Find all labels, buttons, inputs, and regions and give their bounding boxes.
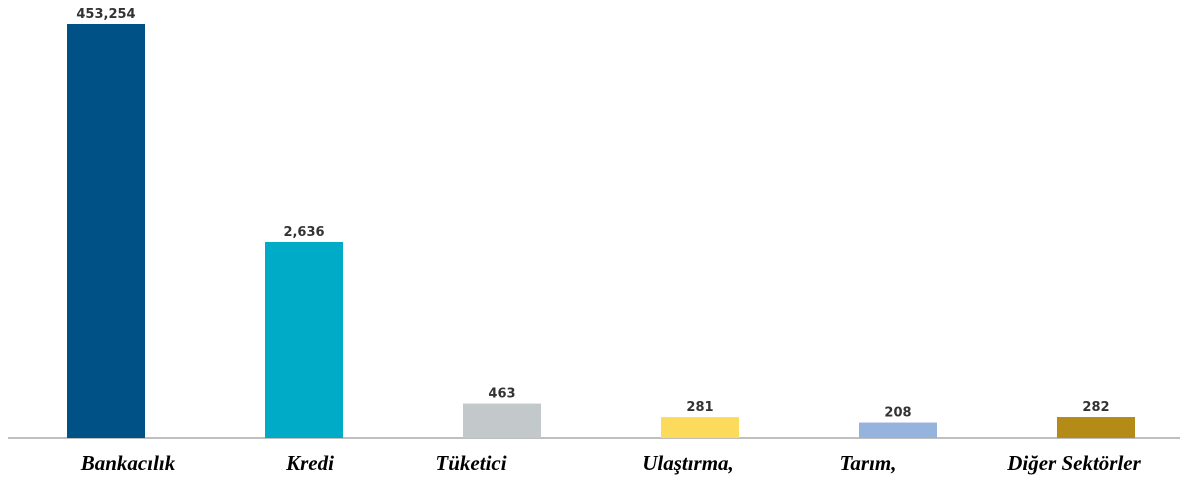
category-label-2: Kredi [285,451,334,475]
category-labels-group: Bankacılık Kredi Tüketici Ulaştırma, Tarım, D… [80,451,1142,475]
value-label-3: 463 [488,387,515,402]
value-label-6: 282 [1082,400,1109,415]
value-labels-group: 453,254 2,636 463 281 208 282 [76,7,1109,421]
category-label-3: Tüketici [435,451,506,475]
bars-group [67,24,1135,438]
bar-5 [859,422,937,438]
value-label-1: 453,254 [76,7,135,22]
category-label-1: Bankacılık [80,451,176,475]
bar-3 [463,403,541,438]
category-label-4: Ulaştırma, [642,451,734,475]
value-label-5: 208 [884,406,911,421]
bar-6 [1057,417,1135,438]
value-label-4: 281 [686,400,713,415]
bar-4 [661,417,739,438]
bar-2 [265,242,343,438]
value-label-2: 2,636 [283,225,324,240]
category-label-6: Diğer Sektörler [1006,451,1141,475]
bar-1 [67,24,145,438]
category-label-5: Tarım, [840,451,897,475]
